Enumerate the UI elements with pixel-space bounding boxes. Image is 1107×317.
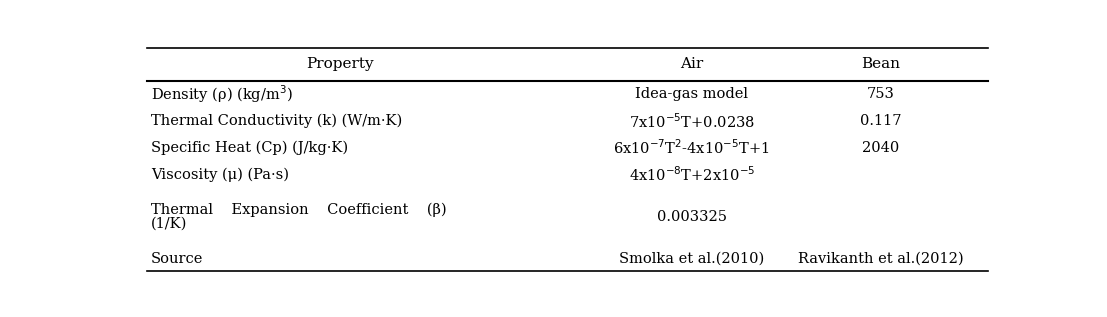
Text: Source: Source: [152, 252, 204, 266]
Text: Density (ρ) (kg/m$^3$): Density (ρ) (kg/m$^3$): [152, 83, 293, 105]
Text: 4x10$^{-8}$T+2x10$^{-5}$: 4x10$^{-8}$T+2x10$^{-5}$: [629, 166, 755, 184]
Text: Smolka et al.(2010): Smolka et al.(2010): [619, 252, 764, 266]
Text: Idea-gas model: Idea-gas model: [635, 87, 748, 101]
Text: (1/K): (1/K): [152, 217, 187, 231]
Text: 0.117: 0.117: [860, 114, 901, 128]
Text: 7x10$^{-5}$T+0.0238: 7x10$^{-5}$T+0.0238: [629, 112, 755, 131]
Text: Specific Heat (Cp) (J/kg·K): Specific Heat (Cp) (J/kg·K): [152, 141, 349, 155]
Text: Ravikanth et al.(2012): Ravikanth et al.(2012): [798, 252, 963, 266]
Text: Thermal Conductivity (k) (W/m·K): Thermal Conductivity (k) (W/m·K): [152, 114, 403, 128]
Text: Viscosity (μ) (Pa·s): Viscosity (μ) (Pa·s): [152, 168, 289, 182]
Text: 6x10$^{-7}$T$^2$-4x10$^{-5}$T+1: 6x10$^{-7}$T$^2$-4x10$^{-5}$T+1: [613, 139, 770, 158]
Text: 0.003325: 0.003325: [656, 210, 726, 224]
Text: 753: 753: [867, 87, 894, 101]
Text: Property: Property: [307, 57, 374, 71]
Text: 2040: 2040: [862, 141, 899, 155]
Text: Bean: Bean: [861, 57, 900, 71]
Text: Air: Air: [680, 57, 703, 71]
Text: Thermal    Expansion    Coefficient    (β): Thermal Expansion Coefficient (β): [152, 203, 447, 217]
